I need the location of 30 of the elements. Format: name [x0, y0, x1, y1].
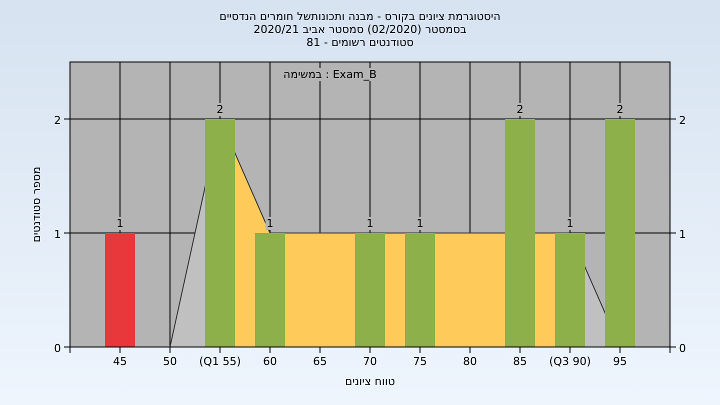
data-label: 2	[516, 103, 524, 116]
x-tick-label: 85	[513, 355, 527, 368]
y2-tick-label: 2	[679, 114, 686, 127]
y2-tick-label: 1	[679, 228, 686, 241]
x-tick-label: 95	[613, 355, 627, 368]
x-tick-label: 70	[363, 355, 377, 368]
data-label: 2	[216, 103, 224, 116]
annotation: במשימה : Exam_B	[283, 68, 377, 81]
x-tick-label: 45	[113, 355, 127, 368]
y2-tick-label: 0	[679, 342, 686, 355]
data-label: 1	[366, 217, 374, 230]
x-tick-label: (Q3 90)	[549, 355, 591, 368]
x-tick-label: 65	[313, 355, 327, 368]
x-tick-label: 50	[163, 355, 177, 368]
x-tick-label: 75	[413, 355, 427, 368]
data-label: 2	[616, 103, 624, 116]
data-label: 1	[566, 217, 574, 230]
chart-title: היסטוגרמת ציונים בקורס - מבנה ותכונותשל חומרים הנדסיים	[219, 10, 501, 23]
data-label: 1	[266, 217, 274, 230]
data-label: 1	[416, 217, 424, 230]
y-tick-label: 0	[54, 342, 61, 355]
y-tick-label: 2	[54, 114, 61, 127]
x-tick-label: 60	[263, 355, 277, 368]
x-tick-label: 80	[463, 355, 477, 368]
x-axis-title: טווח ציונים	[345, 375, 395, 388]
y-tick-label: 1	[54, 228, 61, 241]
data-label: 1	[116, 217, 124, 230]
y-axis-title: מספר סטודנטים	[30, 166, 43, 242]
x-tick-label: (Q1 55)	[199, 355, 241, 368]
chart-subtitle: בסמסטר (02/2020) סמסטר אביב 2020/21 סטודנטים רשומים - 81	[253, 23, 467, 49]
